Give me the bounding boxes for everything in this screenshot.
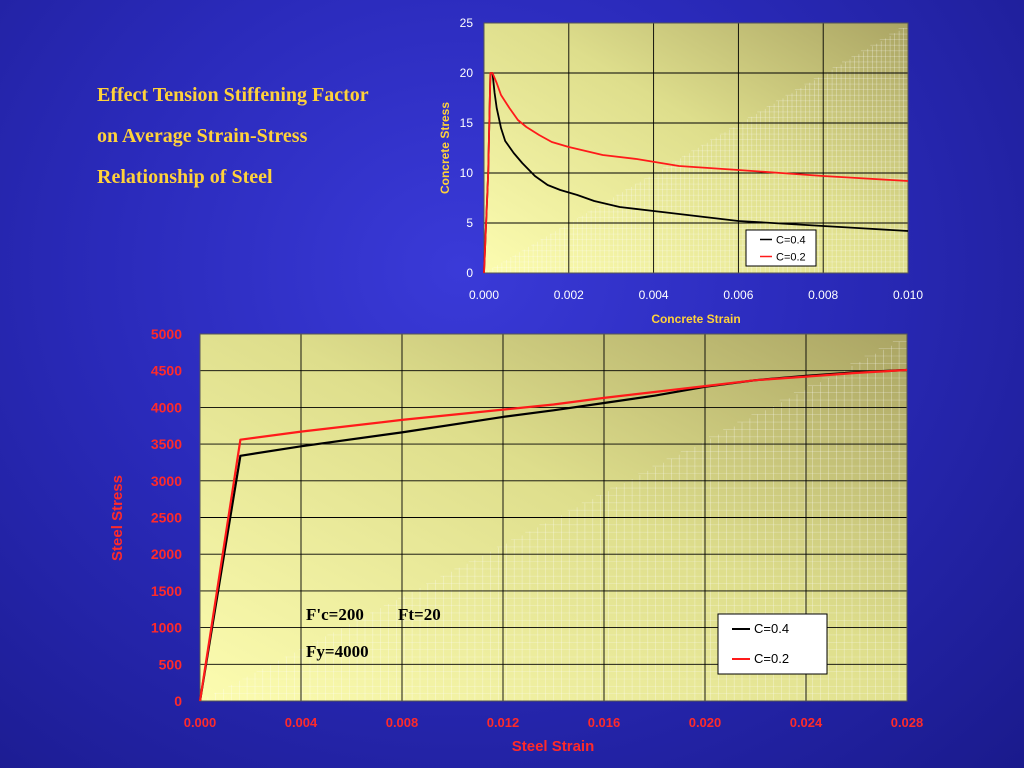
- chart2-y-tick-label: 1500: [151, 583, 182, 599]
- slide-title-line-2: on Average Strain-Stress: [97, 125, 308, 147]
- chart1-plot-area: [484, 23, 908, 273]
- chart2-y-tick-label: 2500: [151, 510, 182, 526]
- chart2-y-tick-label: 4500: [151, 363, 182, 379]
- chart1-series-line-0: [483, 72, 909, 274]
- chart1-x-tick-label: 0.008: [808, 288, 838, 302]
- chart1-legend-box: [745, 229, 817, 267]
- chart2-annotation: F'c=200: [306, 605, 364, 624]
- chart2-annotation: Fy=4000: [306, 642, 369, 661]
- chart1-y-axis-label: Concrete Stress: [438, 102, 452, 194]
- slide-title-line-1: Effect Tension Stiffening Factor: [97, 84, 369, 106]
- chart2-y-tick-label: 4000: [151, 399, 182, 415]
- chart1-legend-label-0: C=0.4: [776, 235, 806, 247]
- chart2-x-tick-label: 0.012: [487, 715, 520, 730]
- chart1-plot-border: [483, 22, 909, 274]
- chart1-y-tick-label: 25: [460, 16, 474, 30]
- chart2-legend-label-1: C=0.2: [754, 651, 789, 666]
- chart2-x-tick-label: 0.004: [285, 715, 318, 730]
- chart1-x-tick-label: 0.002: [554, 288, 584, 302]
- chart2-y-tick-label: 1000: [151, 620, 182, 636]
- chart2-series-line-1: [198, 368, 908, 702]
- chart2-y-axis-label: Steel Stress: [109, 475, 126, 561]
- chart1-x-tick-label: 0.004: [639, 288, 669, 302]
- chart1-y-tick-label: 15: [460, 116, 474, 130]
- chart2-y-tick-label: 3500: [151, 436, 182, 452]
- chart2-x-tick-label: 0.016: [588, 715, 621, 730]
- chart2-hatch-vertical: [207, 337, 908, 701]
- chart1-legend-label-1: C=0.2: [776, 252, 806, 264]
- chart2-y-tick-label: 500: [159, 656, 183, 672]
- chart2-x-tick-label: 0.024: [790, 715, 823, 730]
- chart2-y-tick-label: 2000: [151, 546, 182, 562]
- chart2-x-tick-label: 0.000: [184, 715, 217, 730]
- chart2-legend-box: [717, 613, 828, 675]
- chart1-x-axis-label: Concrete Strain: [651, 312, 740, 326]
- slide-title-line-3: Relationship of Steel: [97, 166, 273, 188]
- chart2-y-tick-label: 5000: [151, 326, 182, 342]
- chart2-y-tick-label: 0: [174, 693, 182, 709]
- chart1-y-tick-label: 10: [460, 166, 474, 180]
- chart2-annotation: Ft=20: [398, 605, 441, 624]
- chart1-y-tick-label: 0: [466, 266, 473, 280]
- concrete-stress-chart: 0.000 0.002 0.004 0.006 0.008 0.010 0 5 10 15 20 25…: [438, 16, 923, 326]
- chart2-hatch-horizontal: [214, 341, 907, 694]
- chart2-x-tick-label: 0.008: [386, 715, 419, 730]
- chart1-series-line-1: [483, 72, 909, 274]
- steel-stress-chart: 0.000 0.004 0.008 0.012 0.016 0.020 0.024 0.028…: [109, 326, 923, 755]
- chart2-plot-border: [199, 333, 908, 702]
- chart2-x-axis-label: Steel Strain: [512, 738, 595, 755]
- chart1-hatch-vertical: [488, 25, 909, 273]
- chart1-y-tick-label: 20: [460, 66, 474, 80]
- chart2-legend-label-0: C=0.4: [754, 621, 789, 636]
- chart2-x-tick-label: 0.028: [891, 715, 924, 730]
- chart2-y-tick-label: 3000: [151, 473, 182, 489]
- chart1-x-tick-label: 0.010: [893, 288, 923, 302]
- chart1-hatch-horizontal: [493, 28, 908, 268]
- chart2-x-tick-label: 0.020: [689, 715, 722, 730]
- chart1-y-tick-label: 5: [466, 216, 473, 230]
- chart1-x-tick-label: 0.000: [469, 288, 499, 302]
- chart1-x-tick-label: 0.006: [723, 288, 753, 302]
